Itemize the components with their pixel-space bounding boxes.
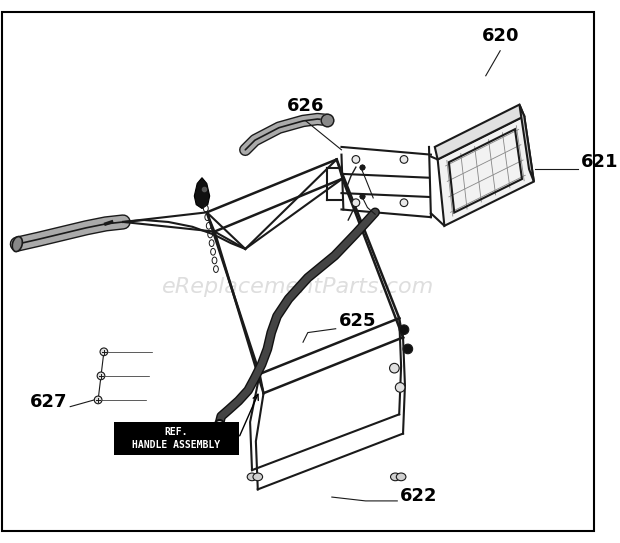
Circle shape [352, 199, 360, 206]
Text: 620: 620 [482, 27, 519, 45]
Text: 621: 621 [581, 153, 619, 171]
Ellipse shape [391, 473, 400, 481]
Polygon shape [520, 105, 534, 181]
Text: REF.
HANDLE ASSEMBLY: REF. HANDLE ASSEMBLY [132, 427, 220, 450]
Circle shape [352, 156, 360, 163]
Circle shape [97, 372, 105, 380]
Circle shape [100, 348, 108, 356]
Circle shape [389, 363, 399, 373]
Text: eReplacementParts.com: eReplacementParts.com [162, 277, 435, 298]
Text: 622: 622 [400, 487, 438, 505]
Ellipse shape [12, 237, 22, 251]
Circle shape [94, 396, 102, 404]
Circle shape [400, 199, 408, 206]
Text: 626: 626 [287, 97, 325, 115]
Circle shape [400, 156, 408, 163]
Ellipse shape [253, 473, 263, 481]
Polygon shape [194, 178, 210, 209]
Circle shape [399, 325, 409, 334]
Polygon shape [438, 116, 534, 226]
Bar [113, 422, 239, 454]
Text: 627: 627 [30, 393, 68, 411]
Text: 625: 625 [339, 312, 376, 330]
Circle shape [396, 383, 405, 392]
Polygon shape [435, 105, 525, 160]
Circle shape [403, 344, 413, 353]
Ellipse shape [396, 473, 406, 481]
Ellipse shape [247, 473, 257, 481]
